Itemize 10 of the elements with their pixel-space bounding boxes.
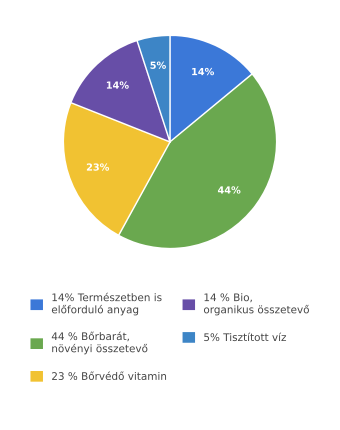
data-label: 5% bbox=[150, 62, 166, 69]
legend-label: 44 % Bőrbarát, növényi összetevő bbox=[52, 332, 148, 354]
data-label: 14% bbox=[106, 81, 129, 89]
legend-label: 5% Tisztított víz bbox=[204, 332, 286, 342]
data-label: 23% bbox=[86, 163, 110, 171]
data-label: 14% bbox=[192, 68, 214, 76]
legend-label: 14% Természetben is előforduló anyag bbox=[52, 292, 162, 316]
data-label: 44% bbox=[218, 186, 240, 194]
legend-label: 14 % Bio, organikus összetevő bbox=[204, 293, 309, 316]
legend-label: 23 % Bőrvédő vitamin bbox=[52, 372, 166, 380]
